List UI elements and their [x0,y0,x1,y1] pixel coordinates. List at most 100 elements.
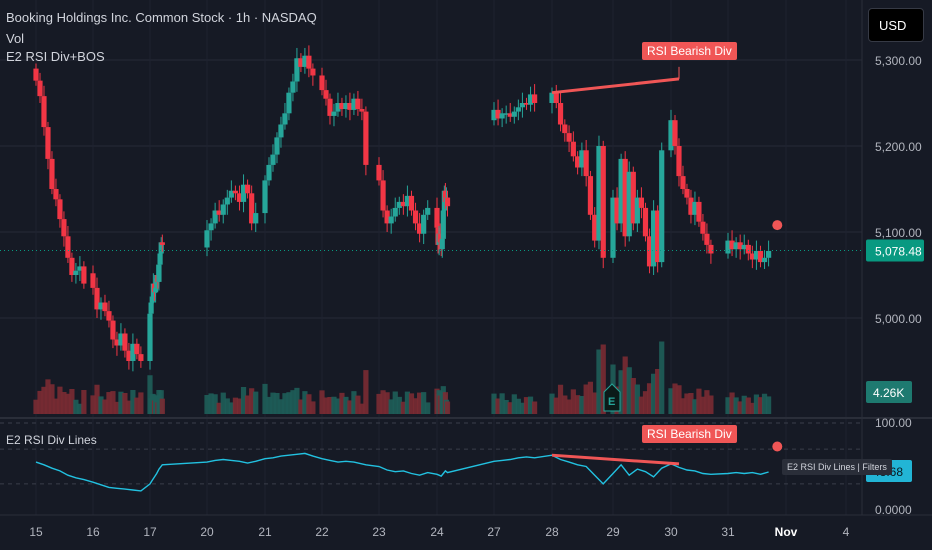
candle-down [359,109,365,112]
candle-up [421,214,427,234]
volume-bar [741,395,747,414]
volume-bar [33,399,39,414]
candle-down [684,189,690,198]
candle-down [126,350,132,361]
candle-down [442,190,448,202]
volume-bar [69,389,75,414]
rsi-pane-title[interactable]: E2 RSI Div Lines [6,433,97,447]
volume-bar [519,402,526,414]
price-div-label: RSI Bearish Div [642,42,737,60]
time-tick-label: 20 [200,525,214,539]
candle-up [290,81,296,93]
volume-bar [408,393,415,414]
volume-bar [351,391,357,414]
volume-bar [570,389,576,414]
volume-bar [262,383,268,414]
currency-button[interactable]: USD [868,8,924,42]
candle-up [158,242,164,254]
candle-down [69,257,75,275]
volume-bar [380,390,386,414]
volume-bar [642,391,649,414]
vol-legend[interactable]: Vol [6,31,25,46]
volume-bar [327,397,333,414]
volume-bar [392,391,398,414]
candle-up [148,302,154,314]
volume-bar [523,397,530,414]
candle-up [331,111,337,116]
candle-down [553,92,559,103]
candle-up [761,257,768,263]
volume-bar [412,398,419,414]
volume-bar [376,393,382,414]
candle-up [156,264,162,282]
candle-down [339,103,345,110]
candle-up [499,113,505,119]
price-tick-label: 5,200.00 [875,140,922,154]
candle-down [704,233,710,245]
candle-down [134,343,140,355]
candle-up [610,197,616,258]
volume-bar [575,395,581,414]
volume-bar [77,403,83,414]
candle-down [688,197,694,215]
candle-down [49,158,55,189]
volume-bars [33,341,772,414]
rsi-div-line [551,453,680,466]
volume-bar [646,383,653,414]
candle-up [240,184,247,202]
earnings-badge-letter: E [608,396,615,408]
time-tick-label: 30 [664,525,678,539]
volume-bar [753,394,760,414]
indicator-legend[interactable]: E2 RSI Div+BOS [6,49,105,64]
candle-up [527,94,534,105]
volume-bar [339,392,345,414]
candle-up [549,92,555,103]
volume-bar [228,402,234,414]
candle-up [439,238,445,250]
volume-bar [232,397,239,414]
volume-bar [583,384,589,414]
candle-up [220,204,226,215]
volume-bar [417,392,423,414]
candle-down [57,199,63,220]
candle-up [511,111,517,117]
volume-bar [65,393,71,414]
volume-bar [298,399,304,414]
candle-up [733,242,739,250]
candle-up [515,107,521,112]
candle-up [204,230,210,248]
volume-bar [668,388,674,414]
candle-down [523,103,530,105]
volume-bar [118,391,124,414]
candle-down [672,120,678,146]
candle-up [118,333,124,346]
candle-up [302,55,308,67]
candle-down [708,244,714,254]
candle-up [212,210,218,224]
candle-down [37,80,43,97]
candle-down [600,146,606,258]
rsi-pane-legend[interactable]: E2 RSI Div Lines | Filters [782,459,892,475]
volume-bar [425,402,431,414]
volume-bar [421,392,427,414]
volume-bar [126,400,132,414]
volume-bar [491,393,497,414]
volume-bar [749,402,755,414]
volume-bar [363,370,369,414]
price-tick-label: 5,000.00 [875,312,922,326]
candle-down [575,156,581,168]
axes: 5,300.00 5,200.00 5,100.00 5,000.00 15 16 17 20… [29,54,924,539]
candle-down [630,171,636,224]
volume-bar [286,392,292,414]
volume-bar [444,401,451,414]
candle-up [634,197,640,224]
volume-bar [655,369,661,414]
candle-up [343,103,349,110]
volume-bar [404,391,411,414]
volume-bar [495,398,501,414]
volume-bar [37,390,43,414]
volume-bar [532,401,538,414]
volume-bar [220,392,226,414]
candle-down [583,150,589,177]
